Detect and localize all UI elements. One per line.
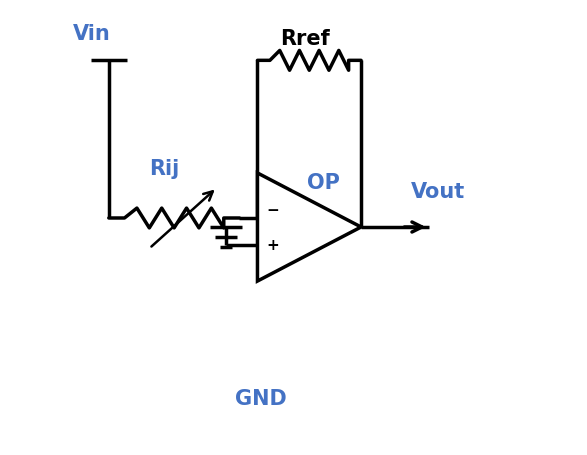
Text: Rij: Rij [149, 159, 180, 179]
Text: Vout: Vout [411, 182, 465, 202]
Text: +: + [267, 238, 279, 253]
Text: Vin: Vin [73, 24, 110, 44]
Text: OP: OP [307, 172, 340, 192]
Text: Rref: Rref [280, 29, 330, 49]
Text: −: − [267, 202, 279, 217]
Polygon shape [258, 173, 361, 282]
Text: GND: GND [235, 388, 286, 408]
